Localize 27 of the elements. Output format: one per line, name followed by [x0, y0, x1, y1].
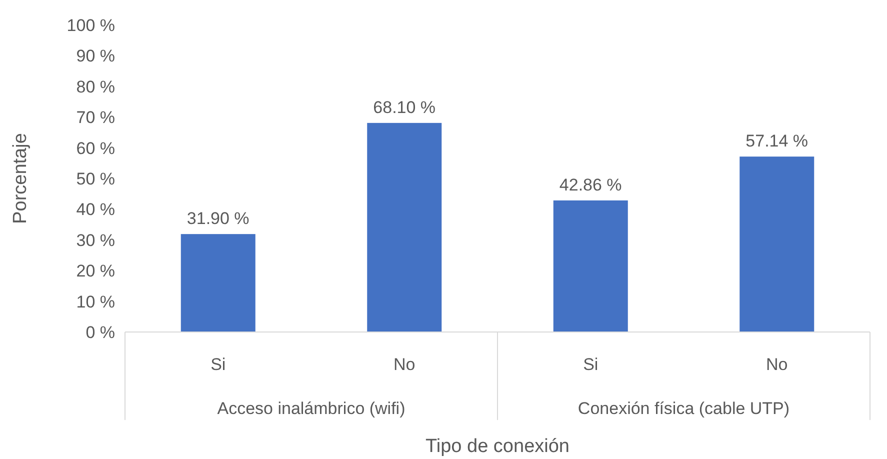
y-tick-label: 50 %: [76, 169, 115, 188]
text: Conexión física (cable UTP): [578, 399, 790, 418]
y-axis-title: Porcentaje: [10, 133, 31, 224]
x-tick-label: Si: [583, 355, 598, 374]
y-tick-label: 70 %: [76, 108, 115, 128]
bar: [367, 122, 442, 332]
y-tick-label: 20 %: [76, 262, 115, 281]
x-tick-label: No: [766, 355, 788, 374]
y-tick-label: 40 %: [76, 200, 115, 220]
y-tick-label: 80 %: [76, 77, 115, 96]
y-tick-label: 30 %: [76, 230, 115, 250]
x-tick-label: No: [394, 355, 416, 374]
data-label: 42.86 %: [559, 175, 622, 194]
y-tick-label: 60 %: [76, 138, 115, 158]
x-tick-label: Si: [210, 355, 226, 374]
bar: [553, 200, 628, 332]
data-label: 57.14 %: [746, 132, 808, 151]
bar: [180, 234, 256, 332]
data-label: 68.10 %: [373, 98, 436, 117]
text: Acceso inalámbrico (wifi): [217, 399, 406, 418]
bar: [740, 156, 814, 332]
y-tick-label: 100 %: [66, 16, 115, 35]
data-label: 31.90 %: [186, 209, 250, 228]
x-axis-title: Tipo de conexión: [425, 436, 570, 457]
y-tick-label: 10 %: [76, 292, 115, 312]
y-tick-label: 0 %: [86, 322, 115, 342]
y-tick-label: 90 %: [76, 46, 115, 66]
